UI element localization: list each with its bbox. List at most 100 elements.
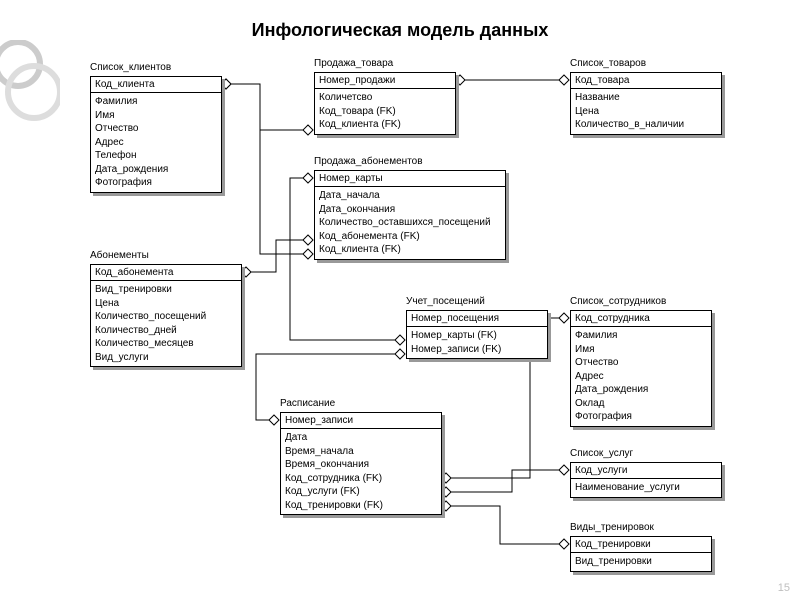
decorative-circles: [0, 40, 60, 130]
relationship-diamond: [221, 79, 231, 89]
entity-attr: Дата_рождения: [575, 383, 707, 397]
entity-key: Код_тренировки: [571, 537, 711, 553]
entity-sub_sale: Номер_картыДата_началаДата_окончанияКоли…: [314, 170, 506, 260]
entity-attrs: ФамилияИмяОтчествоАдресТелефонДата_рожде…: [91, 93, 221, 192]
entity-attr: Количество_посещений: [95, 310, 237, 324]
entity-attr: Отчество: [575, 356, 707, 370]
entity-attrs: Дата_началаДата_окончанияКоличество_оста…: [315, 187, 505, 259]
relationship-diamond: [441, 501, 451, 511]
edge: [246, 240, 308, 272]
entity-key: Код_абонемента: [91, 265, 241, 281]
entity-attr: Количество_в_наличии: [575, 118, 717, 132]
edge: [446, 506, 564, 544]
entity-staff: Код_сотрудникаФамилияИмяОтчествоАдресДат…: [570, 310, 712, 427]
entity-attr: Цена: [95, 297, 237, 311]
relationship-diamond: [395, 335, 405, 345]
entity-attr: Дата: [285, 431, 437, 445]
entity-attr: Код_услуги (FK): [285, 485, 437, 499]
relationship-diamond: [441, 473, 451, 483]
entity-key: Номер_посещения: [407, 311, 547, 327]
entity-attr: Телефон: [95, 149, 217, 163]
entity-attr: Фотография: [575, 410, 707, 424]
entity-attr: Время_окончания: [285, 458, 437, 472]
entity-attr: Код_товара (FK): [319, 105, 451, 119]
entity-clients: Код_клиентаФамилияИмяОтчествоАдресТелефо…: [90, 76, 222, 193]
entity-attr: Дата_начала: [319, 189, 501, 203]
entity-label-staff: Список_сотрудников: [570, 296, 666, 307]
entity-attrs: Наименование_услуги: [571, 479, 721, 497]
entity-attrs: Вид_тренировки: [571, 553, 711, 571]
entity-goods: Код_товараНазваниеЦенаКоличество_в_налич…: [570, 72, 722, 135]
entity-attr: Количество_месяцев: [95, 337, 237, 351]
relationship-diamond: [303, 249, 313, 259]
entity-key: Код_сотрудника: [571, 311, 711, 327]
entity-attr: Наименование_услуги: [575, 481, 717, 495]
edge: [260, 84, 308, 254]
entity-attr: Дата_рождения: [95, 163, 217, 177]
entity-key: Код_товара: [571, 73, 721, 89]
entity-attr: Количество_оставшихся_посещений: [319, 216, 501, 230]
entity-attr: Имя: [95, 109, 217, 123]
entity-attr: Название: [575, 91, 717, 105]
entity-key: Номер_карты: [315, 171, 505, 187]
entity-schedule: Номер_записиДатаВремя_началаВремя_оконча…: [280, 412, 442, 515]
relationship-diamond: [241, 267, 251, 277]
entity-attrs: ДатаВремя_началаВремя_окончанияКод_сотру…: [281, 429, 441, 514]
entity-attr: Фотография: [95, 176, 217, 190]
entity-attr: Вид_тренировки: [575, 555, 707, 569]
relationship-diamond: [455, 75, 465, 85]
entity-attr: Номер_записи (FK): [411, 343, 543, 357]
edge: [226, 84, 308, 130]
edge: [446, 470, 564, 492]
entity-attr: Имя: [575, 343, 707, 357]
relationship-diamond: [441, 487, 451, 497]
entity-attr: Отчество: [95, 122, 217, 136]
entity-label-schedule: Расписание: [280, 398, 335, 409]
relationship-diamond: [559, 313, 569, 323]
relationship-diamond: [559, 539, 569, 549]
entity-attr: Количетсво: [319, 91, 451, 105]
page-number: 15: [778, 582, 790, 594]
entity-label-subs: Абонементы: [90, 250, 149, 261]
entity-attr: Код_клиента (FK): [319, 243, 501, 257]
entity-label-goods: Список_товаров: [570, 58, 646, 69]
relationship-diamond: [559, 465, 569, 475]
entity-attrs: НазваниеЦенаКоличество_в_наличии: [571, 89, 721, 134]
entity-workouts: Код_тренировки Вид_тренировки: [570, 536, 712, 572]
entity-attr: Код_тренировки (FK): [285, 499, 437, 513]
entity-attr: Вид_тренировки: [95, 283, 237, 297]
relationship-diamond: [559, 75, 569, 85]
relationship-diamond: [221, 79, 231, 89]
entity-label-workouts: Виды_тренировок: [570, 522, 654, 533]
entity-attr: Цена: [575, 105, 717, 119]
entity-label-sale: Продажа_товара: [314, 58, 393, 69]
entity-key: Номер_продажи: [315, 73, 455, 89]
entity-attrs: Вид_тренировкиЦенаКоличество_посещенийКо…: [91, 281, 241, 366]
relationship-diamond: [303, 125, 313, 135]
entity-label-sub_sale: Продажа_абонементов: [314, 156, 423, 167]
entity-attr: Код_абонемента (FK): [319, 230, 501, 244]
entity-visits: Номер_посещенияНомер_карты (FK)Номер_зап…: [406, 310, 548, 359]
entity-attr: Адрес: [575, 370, 707, 384]
entity-attr: Оклад: [575, 397, 707, 411]
entity-attr: Адрес: [95, 136, 217, 150]
entity-label-visits: Учет_посещений: [406, 296, 485, 307]
entity-attrs: ФамилияИмяОтчествоАдресДата_рожденияОкла…: [571, 327, 711, 426]
relationship-diamond: [303, 173, 313, 183]
entity-sale: Номер_продажиКоличетсвоКод_товара (FK)Ко…: [314, 72, 456, 135]
relationship-diamond: [395, 349, 405, 359]
entity-attrs: КоличетсвоКод_товара (FK)Код_клиента (FK…: [315, 89, 455, 134]
entity-attr: Фамилия: [95, 95, 217, 109]
entity-key: Код_клиента: [91, 77, 221, 93]
entity-attr: Код_сотрудника (FK): [285, 472, 437, 486]
entity-attr: Код_клиента (FK): [319, 118, 451, 132]
entity-services: Код_услуги Наименование_услуги: [570, 462, 722, 498]
entity-attr: Дата_окончания: [319, 203, 501, 217]
entity-attr: Время_начала: [285, 445, 437, 459]
diagram-canvas: { "page": { "width": 800, "height": 600,…: [0, 0, 800, 600]
edge: [256, 354, 400, 420]
entity-label-services: Список_услуг: [570, 448, 633, 459]
entity-key: Код_услуги: [571, 463, 721, 479]
entity-attr: Вид_услуги: [95, 351, 237, 365]
entity-attr: Количество_дней: [95, 324, 237, 338]
